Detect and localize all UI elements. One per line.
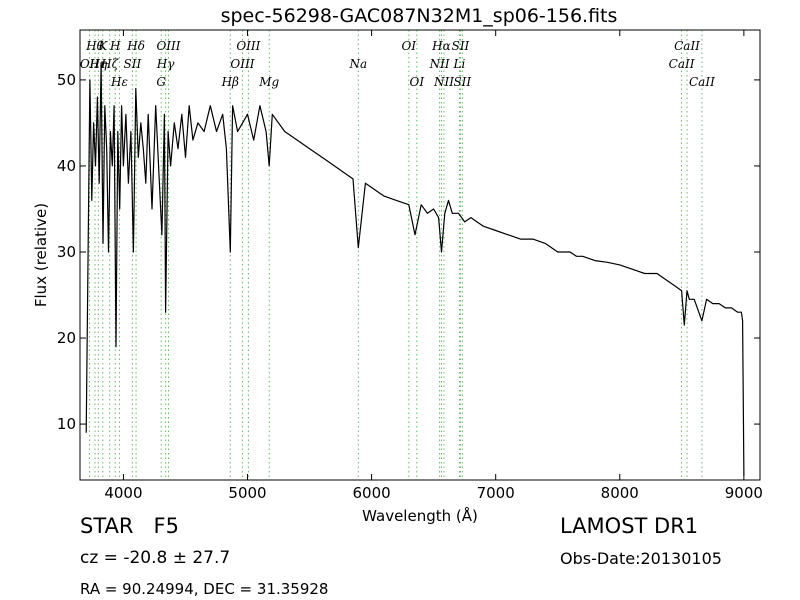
line-label: G [156,75,166,89]
spectral-class: STAR F5 [80,514,179,538]
line-label: SII [453,75,471,89]
line-label: OIII [156,39,180,53]
y-tick-label: 10 [57,415,76,433]
line-label: CaII [689,75,715,89]
spectrum-line [85,62,745,476]
line-label: Hε [110,75,128,89]
line-label: CaII [674,39,700,53]
line-label: CaII [669,57,695,71]
line-label: OIII [236,39,260,53]
line-label: Na [349,57,368,71]
line-label: Hη [89,57,108,71]
x-tick-label: 5000 [228,484,266,502]
subclass-label: F5 [153,514,179,538]
x-axis-label: Wavelength (Å) [362,506,478,525]
line-label: Hα [431,39,451,53]
redshift-label: cz = -20.8 ± 27.7 [80,548,231,568]
line-label: NII [429,57,450,71]
line-label: OII [80,57,100,71]
coordinates-label: RA = 90.24994, DEC = 31.35928 [80,580,329,598]
y-tick-label: 20 [57,329,76,347]
x-tick-label: 9000 [725,484,763,502]
line-label: SII [124,57,142,71]
x-tick-label: 7000 [477,484,515,502]
class-label: STAR [80,514,134,538]
y-tick-label: 40 [57,157,76,175]
emission-line-labels: OII Hθ Hη K Hζ H Hε SII Hδ OIII Hγ G Hβ OIII OIII Mg Na O… [80,39,715,89]
plot-frame [79,29,761,481]
emission-line-markers [89,30,703,480]
spectrum-series [85,62,745,476]
x-tick-label: 6000 [353,484,391,502]
line-label: SII [452,39,470,53]
line-label: Hγ [156,57,175,71]
line-label: Mg [258,75,279,89]
line-label: Hβ [221,75,239,89]
axis-ticks: 4000 5000 6000 7000 8000 9000 10 20 30 40 50 [57,30,763,502]
line-label: K [97,39,108,53]
line-label: OI [409,75,424,89]
line-label: Hθ [85,39,104,53]
y-tick-label: 50 [57,71,76,89]
x-tick-label: 8000 [601,484,639,502]
line-label: NII [433,75,454,89]
line-label: OI [402,39,417,53]
line-label: Hζ [100,57,119,71]
x-tick-label: 4000 [104,484,142,502]
survey-label: LAMOST DR1 [560,514,699,538]
chart-title: spec-56298-GAC087N32M1_sp06-156.fits [220,5,618,27]
y-axis-label: Flux (relative) [32,203,50,307]
y-tick-label: 30 [57,243,76,261]
obs-date-label: Obs-Date:20130105 [560,549,722,568]
line-label: Hδ [126,39,145,53]
line-label: OIII [230,57,254,71]
line-label: Li [453,57,466,71]
line-label: H [109,39,121,53]
